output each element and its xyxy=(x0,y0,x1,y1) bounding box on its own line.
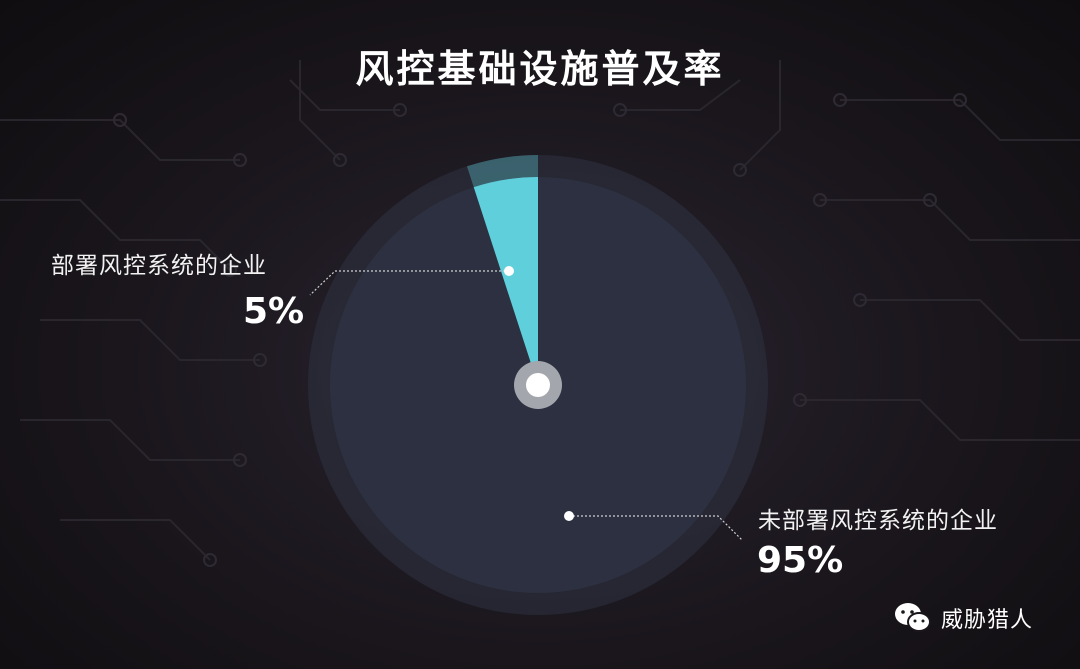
slice-value-deployed: 5% xyxy=(243,291,305,332)
slice-label-deployed: 部署风控系统的企业 xyxy=(51,253,267,279)
pie-slice-deployed xyxy=(473,177,538,385)
slice-label-not-deployed: 未部署风控系统的企业 xyxy=(758,508,998,534)
pie-center-dot xyxy=(526,373,550,397)
slice-value-not-deployed: 95% xyxy=(757,540,844,581)
chart-title: 风控基础设施普及率 xyxy=(355,47,725,91)
leader-line-not-deployed xyxy=(564,511,743,541)
brand-name: 威胁猎人 xyxy=(941,608,1034,633)
wechat-icon xyxy=(895,603,931,632)
leader-line-deployed xyxy=(309,266,514,296)
brand-watermark: 威胁猎人 xyxy=(893,601,1033,635)
